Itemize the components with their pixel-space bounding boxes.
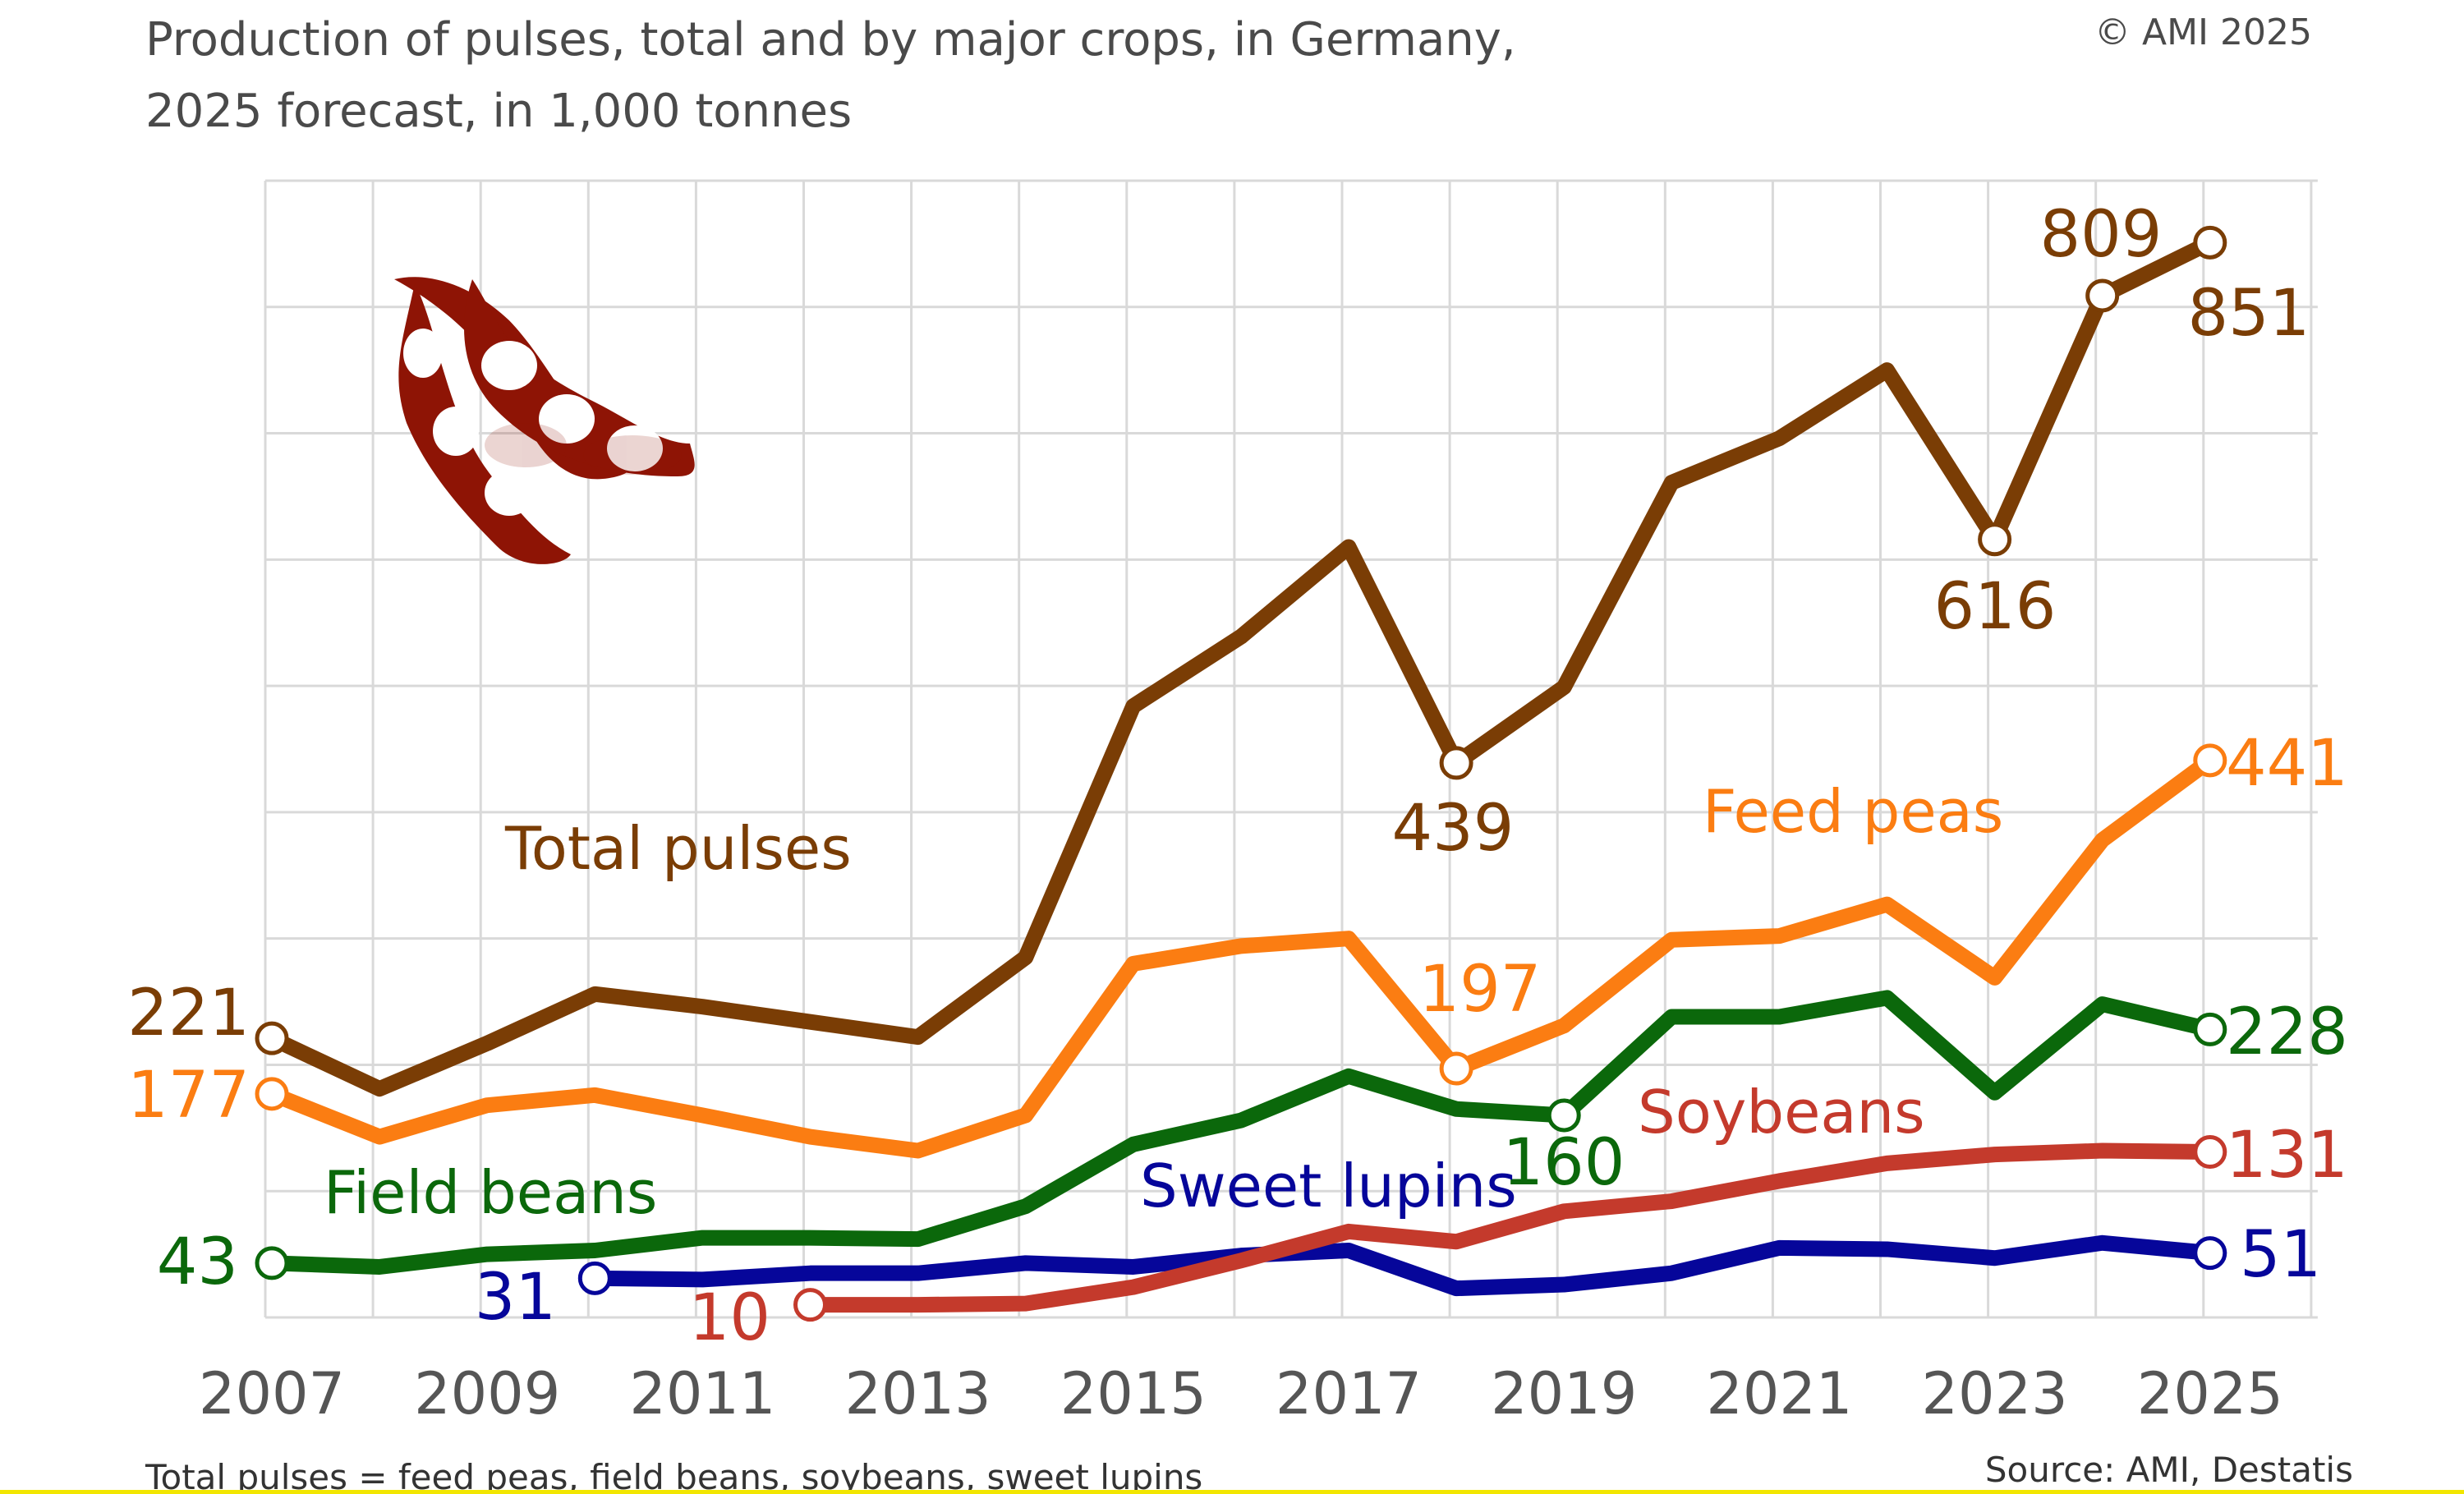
data-point-marker bbox=[255, 1246, 289, 1280]
data-point-marker bbox=[2193, 1012, 2227, 1046]
chart-title: Production of pulses, total and by major… bbox=[145, 13, 1516, 67]
data-label: 441 bbox=[2226, 727, 2348, 801]
x-tick-label: 2017 bbox=[1276, 1360, 1422, 1427]
x-tick-label: 2019 bbox=[1491, 1360, 1637, 1427]
data-label: 131 bbox=[2226, 1119, 2348, 1193]
series-label-feed-peas: Feed peas bbox=[1703, 777, 2003, 846]
data-point-marker bbox=[255, 1077, 289, 1111]
x-tick-label: 2007 bbox=[199, 1360, 345, 1427]
series-line-total-pulses bbox=[264, 234, 2218, 1097]
data-label: 160 bbox=[1503, 1126, 1625, 1200]
series-line-field-beans bbox=[264, 990, 2218, 1275]
data-label: 177 bbox=[127, 1059, 250, 1133]
series-label-total-pulses: Total pulses bbox=[504, 814, 852, 883]
x-tick-label: 2013 bbox=[845, 1360, 991, 1427]
data-label: 221 bbox=[127, 977, 250, 1050]
series-label-soybeans: Soybeans bbox=[1638, 1078, 1925, 1147]
x-tick-label: 2021 bbox=[1706, 1360, 1852, 1427]
series-line-sweet-lupins bbox=[586, 1234, 2218, 1297]
bottom-accent-bar bbox=[0, 1490, 2464, 1494]
data-label: 439 bbox=[1392, 792, 1515, 866]
data-label: 616 bbox=[1934, 570, 2057, 644]
data-point-marker bbox=[1978, 522, 2012, 557]
x-tick-label: 2015 bbox=[1060, 1360, 1207, 1427]
data-point-marker bbox=[2193, 225, 2227, 260]
x-tick-label: 2009 bbox=[414, 1360, 560, 1427]
series-line-soybeans bbox=[802, 1142, 2218, 1313]
data-point-marker bbox=[1439, 1051, 1473, 1086]
footnote: Total pulses = feed peas, field beans, s… bbox=[145, 1457, 1202, 1494]
data-point-marker bbox=[1439, 746, 1473, 780]
data-point-marker bbox=[577, 1261, 612, 1295]
x-tick-label: 2011 bbox=[629, 1360, 775, 1427]
series-line-feed-peas bbox=[264, 752, 2218, 1159]
x-tick-label: 2025 bbox=[2137, 1360, 2283, 1427]
source-note: Source: AMI, Destatis bbox=[1985, 1450, 2353, 1490]
data-point-marker bbox=[2085, 278, 2120, 313]
chart-subtitle: 2025 forecast, in 1,000 tonnes bbox=[145, 85, 852, 138]
series-label-field-beans: Field beans bbox=[324, 1158, 657, 1227]
data-label: 197 bbox=[1419, 953, 1542, 1027]
copyright: © AMI 2025 bbox=[2094, 11, 2312, 53]
x-tick-label: 2023 bbox=[1922, 1360, 2068, 1427]
data-label: 31 bbox=[475, 1261, 556, 1335]
data-label: 851 bbox=[2188, 277, 2310, 351]
data-point-marker bbox=[2193, 1135, 2227, 1170]
data-point-marker bbox=[2193, 743, 2227, 778]
series-label-sweet-lupins: Sweet lupins bbox=[1140, 1152, 1517, 1220]
pea-pod-icon bbox=[394, 277, 695, 564]
data-label: 228 bbox=[2226, 995, 2348, 1069]
data-label: 809 bbox=[2040, 198, 2163, 272]
data-point-marker bbox=[255, 1021, 289, 1055]
data-label: 51 bbox=[2240, 1218, 2321, 1292]
data-point-marker bbox=[1547, 1098, 1581, 1133]
data-point-marker bbox=[2193, 1236, 2227, 1271]
data-label: 10 bbox=[689, 1281, 770, 1355]
data-point-marker bbox=[793, 1288, 827, 1322]
data-label: 43 bbox=[157, 1225, 238, 1299]
